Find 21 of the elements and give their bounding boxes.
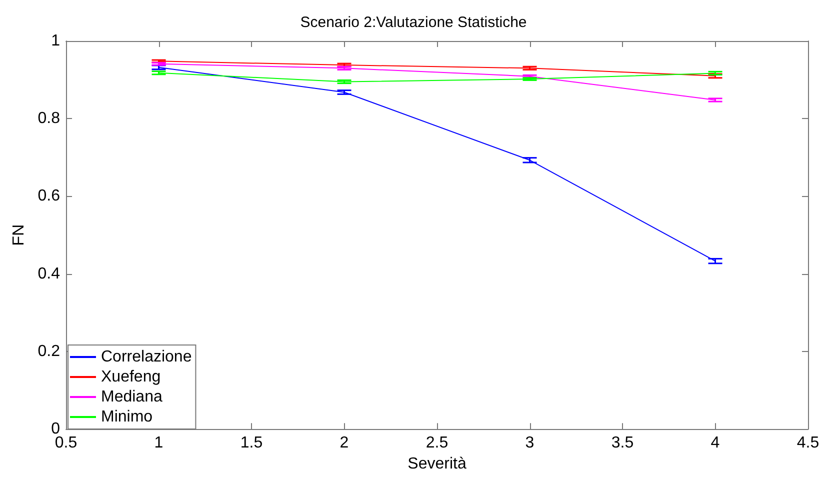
x-tick-label: 2 (340, 434, 349, 452)
chart-title: Scenario 2:Valutazione Statistiche (300, 14, 527, 31)
x-tick-label: 2.5 (426, 434, 448, 452)
y-tick-label: 0.4 (38, 265, 60, 282)
x-tick-label: 4 (710, 434, 720, 452)
legend-label: Minimo (101, 408, 153, 426)
x-tick-label: 1 (154, 434, 164, 452)
x-tick-label: 4.5 (796, 434, 820, 452)
legend-label: Correlazione (101, 348, 192, 366)
legend-label: Xuefeng (101, 368, 161, 386)
y-tick-label: 0.2 (38, 342, 60, 360)
x-tick-label: 0.5 (54, 434, 78, 452)
x-tick-label: 1.5 (240, 434, 263, 452)
x-tick-label: 3.5 (611, 434, 634, 452)
y-axis-title: FN (10, 224, 28, 246)
y-tick-label: 0.6 (38, 188, 60, 205)
legend-label: Mediana (101, 388, 162, 406)
y-tick-label: 1 (51, 32, 60, 50)
y-tick-label: 0.8 (38, 110, 60, 128)
x-tick-label: 3 (525, 434, 534, 452)
x-axis-title: Severità (408, 456, 466, 472)
